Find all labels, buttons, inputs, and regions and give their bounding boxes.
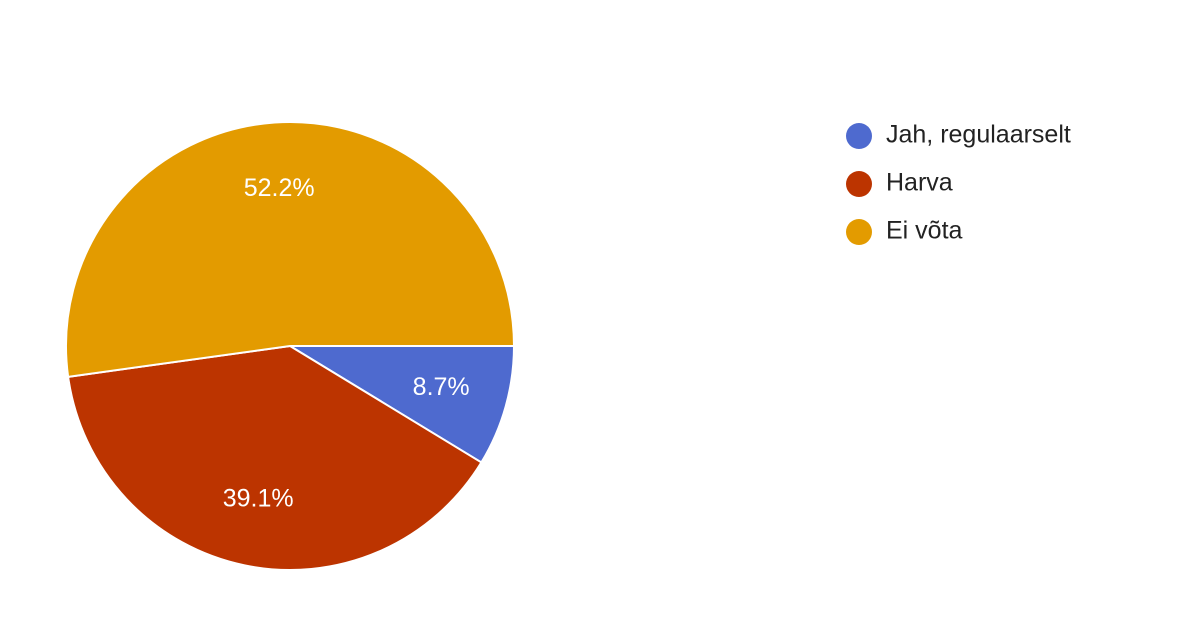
slice-label: 52.2% <box>244 174 315 202</box>
legend-swatch <box>846 123 872 149</box>
legend-swatch <box>846 219 872 245</box>
legend-label: Jah, regulaarselt <box>886 121 1071 149</box>
pie-slice <box>67 344 483 571</box>
legend-label: Harva <box>886 169 953 197</box>
legend-label: Ei võta <box>886 217 963 245</box>
slice-label: 8.7% <box>413 373 470 401</box>
legend-swatch <box>846 171 872 197</box>
pie-slice <box>65 121 516 378</box>
slice-label: 39.1% <box>223 484 294 512</box>
pie-slice <box>286 345 516 464</box>
